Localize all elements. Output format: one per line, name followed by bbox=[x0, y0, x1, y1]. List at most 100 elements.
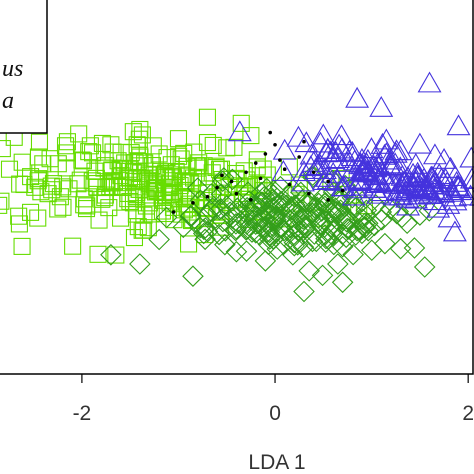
square-point bbox=[145, 165, 163, 183]
square-point bbox=[56, 137, 75, 155]
square-point bbox=[107, 246, 125, 264]
square-point bbox=[96, 189, 114, 207]
diamond-point bbox=[263, 208, 286, 230]
diamond-point bbox=[208, 198, 231, 221]
triangle-point bbox=[383, 141, 408, 163]
triangle-point bbox=[350, 174, 374, 196]
triangle-point bbox=[463, 171, 474, 190]
square-point bbox=[0, 140, 11, 158]
diamond-point bbox=[196, 204, 219, 226]
square-point bbox=[189, 168, 207, 186]
square-point bbox=[69, 175, 87, 193]
diamond-point bbox=[275, 194, 298, 216]
diamond-point bbox=[250, 181, 273, 204]
diamond-point bbox=[292, 208, 314, 230]
square-point bbox=[198, 108, 216, 126]
diamond-point bbox=[225, 213, 247, 235]
square-point bbox=[60, 180, 78, 198]
diamond-point bbox=[211, 170, 234, 193]
diamond-point bbox=[365, 194, 387, 216]
dot-point bbox=[302, 139, 306, 144]
square-point bbox=[49, 155, 67, 173]
diamond-point bbox=[225, 240, 248, 263]
diamond-point bbox=[299, 207, 322, 229]
square-point bbox=[78, 197, 96, 215]
plot-border bbox=[0, 0, 474, 375]
square-point bbox=[29, 172, 47, 190]
square-point bbox=[164, 166, 182, 184]
square-point bbox=[161, 193, 179, 211]
diamond-point bbox=[129, 253, 151, 275]
triangle-point bbox=[271, 160, 296, 181]
dot-point bbox=[244, 170, 248, 175]
diamond-point bbox=[307, 207, 330, 229]
dot-point bbox=[205, 194, 210, 199]
diamond-point bbox=[244, 213, 267, 236]
triangle-point bbox=[272, 138, 297, 160]
square-point bbox=[139, 219, 157, 237]
dot-point bbox=[311, 170, 316, 175]
square-point bbox=[169, 130, 188, 148]
square-point bbox=[89, 245, 107, 263]
diamond-point bbox=[264, 198, 286, 220]
triangle-point bbox=[422, 143, 447, 165]
diamond-point bbox=[292, 236, 315, 258]
square-point bbox=[54, 178, 72, 196]
diamond-point bbox=[272, 233, 295, 256]
triangle-point bbox=[227, 120, 252, 142]
diamond-point bbox=[396, 212, 418, 234]
triangle-point bbox=[459, 167, 474, 189]
diamond-point bbox=[328, 201, 351, 224]
square-point bbox=[13, 153, 31, 171]
triangle-point bbox=[403, 169, 428, 191]
diamond-point bbox=[224, 219, 247, 242]
dot-point bbox=[326, 197, 330, 202]
triangle-point bbox=[321, 147, 345, 169]
diamond-point bbox=[356, 212, 379, 235]
square-point bbox=[248, 151, 266, 169]
square-point bbox=[225, 138, 243, 156]
square-point bbox=[115, 162, 133, 180]
triangle-point bbox=[312, 158, 337, 180]
dot-point bbox=[273, 142, 277, 147]
triangle-point bbox=[311, 123, 336, 145]
diamond-point bbox=[301, 230, 324, 253]
square-point bbox=[150, 145, 168, 163]
triangle-point bbox=[337, 139, 362, 161]
diamond-point bbox=[413, 256, 436, 278]
legend-box bbox=[0, 0, 48, 134]
square-point bbox=[125, 229, 144, 247]
triangle-point bbox=[330, 137, 355, 159]
square-point bbox=[102, 174, 120, 192]
diamond-point bbox=[213, 167, 235, 189]
square-point bbox=[119, 190, 137, 208]
triangle-point bbox=[356, 161, 380, 182]
square-point bbox=[90, 211, 108, 229]
series-dot bbox=[171, 130, 345, 214]
diamond-point bbox=[389, 237, 412, 260]
diamond-point bbox=[346, 219, 368, 242]
square-point bbox=[75, 190, 93, 208]
dot-point bbox=[282, 167, 287, 172]
diamond-point bbox=[293, 280, 315, 303]
diamond-point bbox=[305, 230, 328, 253]
diamond-point bbox=[294, 216, 317, 239]
triangle-point bbox=[384, 139, 409, 161]
diamond-point bbox=[291, 189, 313, 211]
triangle-point bbox=[372, 143, 397, 165]
diamond-point bbox=[238, 190, 260, 212]
dot-point bbox=[263, 152, 268, 156]
dot-point bbox=[249, 197, 253, 202]
square-point bbox=[189, 157, 207, 175]
square-point bbox=[49, 200, 67, 218]
square-point bbox=[121, 160, 139, 178]
square-point bbox=[232, 114, 250, 132]
diamond-point bbox=[255, 177, 278, 200]
square-point bbox=[198, 133, 217, 152]
triangle-point bbox=[393, 183, 418, 205]
diamond-point bbox=[100, 244, 122, 266]
diamond-point bbox=[226, 197, 249, 219]
dot-point bbox=[278, 158, 282, 162]
triangle-point bbox=[305, 154, 330, 176]
